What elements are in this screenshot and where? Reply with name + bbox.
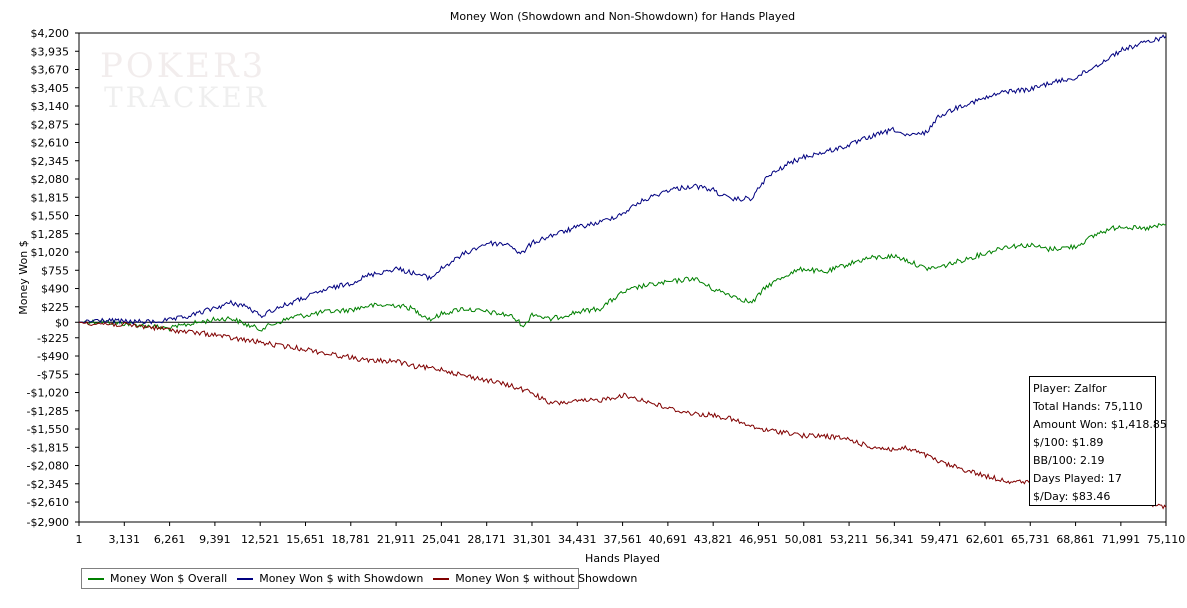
y-tick-label: -$2,610 — [27, 496, 69, 509]
y-tick-label: -$490 — [37, 350, 69, 363]
series-line-overall — [78, 223, 1167, 332]
y-tick-label: $225 — [41, 301, 69, 314]
x-tick-label: 28,171 — [467, 533, 506, 546]
y-tick-label: -$2,900 — [27, 516, 69, 529]
x-tick-label: 6,261 — [154, 533, 186, 546]
x-tick-label: 12,521 — [241, 533, 280, 546]
y-tick-label: $4,200 — [31, 27, 70, 40]
x-tick-label: 34,431 — [558, 533, 597, 546]
plot-area-frame — [78, 32, 1167, 523]
x-tick-label: 75,110 — [1147, 533, 1186, 546]
info-bb-per-100: BB/100: 2.19 — [1033, 454, 1105, 467]
y-tick-label: $3,405 — [31, 82, 70, 95]
y-tick-label: -$755 — [37, 368, 69, 381]
y-tick-label: $1,285 — [31, 228, 70, 241]
legend-swatch-overall — [88, 577, 104, 580]
info-per-100: $/100: $1.89 — [1033, 436, 1104, 449]
info-per-day: $/Day: $83.46 — [1033, 490, 1111, 503]
x-axis-title: Hands Played — [585, 552, 660, 565]
y-tick-label: $3,140 — [31, 100, 70, 113]
legend-swatch-showdown — [237, 577, 254, 580]
chart-legend: Money Won $ Overall Money Won $ with Sho… — [81, 568, 637, 589]
y-tick-label: $2,080 — [31, 173, 70, 186]
info-total-hands: Total Hands: 75,110 — [1033, 400, 1143, 413]
legend-swatch-non-showdown — [433, 577, 450, 580]
legend-label-showdown: Money Won $ with Showdown — [259, 572, 424, 585]
y-tick-label: -$1,020 — [27, 387, 69, 400]
y-tick-label: $3,670 — [31, 64, 70, 77]
x-tick-label: 25,041 — [422, 533, 461, 546]
y-tick-label: -$1,815 — [27, 441, 69, 454]
y-tick-label: -$2,345 — [27, 478, 69, 491]
x-tick-label: 3,131 — [109, 533, 141, 546]
x-tick-label: 9,391 — [199, 533, 231, 546]
x-tick-label: 15,651 — [286, 533, 325, 546]
y-tick-label: -$2,080 — [27, 460, 69, 473]
y-tick-label: -$1,550 — [27, 423, 69, 436]
legend-label-non-showdown: Money Won $ without Showdown — [455, 572, 638, 585]
y-tick-label: $1,815 — [31, 191, 70, 204]
y-tick-label: $490 — [41, 283, 69, 296]
y-axis-title: Money Won $ — [17, 240, 30, 314]
y-tick-label: $1,020 — [31, 246, 70, 259]
x-tick-label: 18,781 — [332, 533, 371, 546]
x-tick-label: 37,561 — [603, 533, 642, 546]
x-tick-label: 1 — [76, 533, 83, 546]
x-tick-label: 65,731 — [1011, 533, 1050, 546]
legend-label-overall: Money Won $ Overall — [110, 572, 228, 585]
chart-title: Money Won (Showdown and Non-Showdown) fo… — [450, 10, 795, 23]
legend-item-showdown: Money Won $ with Showdown — [237, 572, 423, 585]
x-tick-label: 71,991 — [1102, 533, 1141, 546]
y-tick-label: $2,875 — [31, 118, 70, 131]
x-tick-label: 53,211 — [830, 533, 869, 546]
x-tick-label: 43,821 — [694, 533, 733, 546]
x-tick-label: 31,301 — [513, 533, 552, 546]
x-tick-label: 50,081 — [785, 533, 824, 546]
x-tick-label: 40,691 — [649, 533, 688, 546]
info-amount-won: Amount Won: $1,418.85 — [1033, 418, 1167, 431]
y-tick-label: $755 — [41, 264, 69, 277]
legend-item-non-showdown: Money Won $ without Showdown — [433, 572, 637, 585]
legend-item-overall: Money Won $ Overall — [88, 572, 227, 585]
x-tick-label: 68,861 — [1056, 533, 1095, 546]
series-line-without-showdown — [78, 321, 1167, 510]
y-tick-label: $3,935 — [31, 45, 70, 58]
x-tick-label: 21,911 — [377, 533, 416, 546]
x-tick-label: 59,471 — [920, 533, 959, 546]
series-line-with-showdown — [78, 34, 1167, 325]
stats-info-box: Player: Zalfor Total Hands: 75,110 Amoun… — [1029, 376, 1167, 506]
y-tick-label: $2,610 — [31, 137, 70, 150]
y-tick-label: -$1,285 — [27, 405, 69, 418]
x-tick-label: 56,341 — [875, 533, 914, 546]
y-tick-label: -$225 — [37, 332, 69, 345]
y-tick-label: $1,550 — [31, 210, 70, 223]
x-tick-label: 62,601 — [966, 533, 1005, 546]
x-tick-label: 46,951 — [739, 533, 778, 546]
y-tick-label: $2,345 — [31, 155, 70, 168]
info-days-played: Days Played: 17 — [1033, 472, 1122, 485]
y-tick-label: $0 — [55, 316, 69, 329]
info-player: Player: Zalfor — [1033, 382, 1107, 395]
